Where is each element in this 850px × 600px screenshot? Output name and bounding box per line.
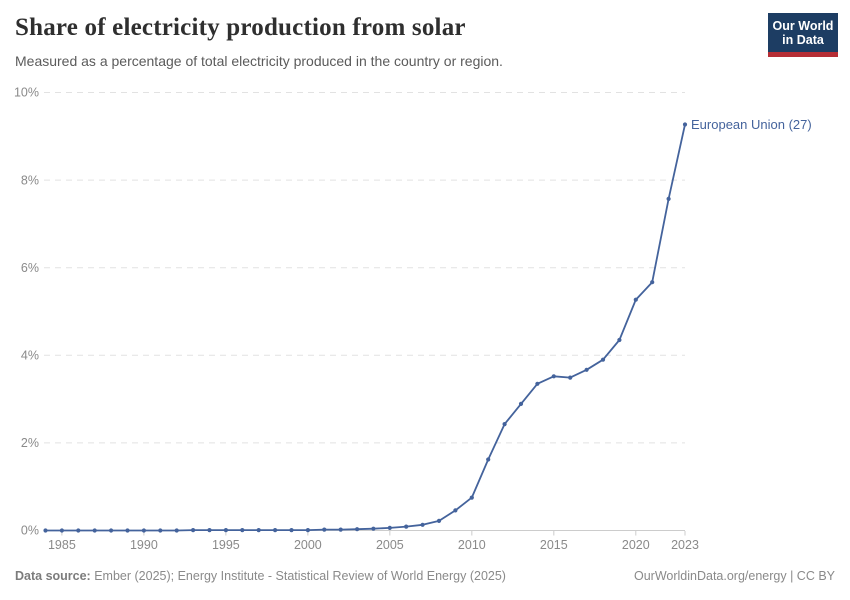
data-source-text: Ember (2025); Energy Institute - Statist… bbox=[90, 569, 506, 583]
owid-url-link[interactable]: OurWorldinData.org/energy | CC BY bbox=[633, 569, 835, 583]
data-point[interactable] bbox=[666, 196, 671, 201]
series-path[interactable] bbox=[44, 123, 686, 532]
data-point[interactable] bbox=[256, 528, 261, 533]
data-point[interactable] bbox=[338, 527, 343, 532]
x-axis-tick-label: 1985 bbox=[48, 538, 76, 552]
data-point[interactable] bbox=[404, 524, 409, 529]
y-axis-tick-label: 2% bbox=[21, 436, 39, 450]
data-point[interactable] bbox=[568, 375, 573, 380]
y-axis: 0% 2% 4% 6% 8% 10% bbox=[14, 86, 685, 538]
x-axis-tick-label: 2005 bbox=[376, 538, 404, 552]
series-end-label[interactable]: European Union (27) bbox=[691, 117, 812, 132]
data-point[interactable] bbox=[322, 527, 327, 532]
data-point[interactable] bbox=[289, 528, 294, 533]
data-point[interactable] bbox=[59, 528, 64, 533]
data-point[interactable] bbox=[600, 357, 606, 362]
data-point[interactable] bbox=[436, 518, 442, 524]
data-source-note: Data source: Ember (2025); Energy Instit… bbox=[15, 569, 506, 583]
data-point[interactable] bbox=[387, 525, 392, 531]
data-point[interactable] bbox=[420, 522, 425, 527]
data-point[interactable] bbox=[518, 401, 524, 406]
series-line-european-union-27[interactable] bbox=[43, 122, 688, 533]
x-axis-tick-label: 2000 bbox=[294, 538, 322, 552]
data-point[interactable] bbox=[174, 528, 179, 533]
data-point[interactable] bbox=[584, 367, 589, 372]
data-point[interactable] bbox=[633, 297, 638, 302]
data-point[interactable] bbox=[650, 280, 655, 285]
data-point[interactable] bbox=[535, 381, 540, 386]
data-point[interactable] bbox=[682, 122, 688, 127]
page-title: Share of electricity production from sol… bbox=[15, 14, 466, 41]
data-point[interactable] bbox=[223, 528, 228, 533]
owid-logo-text: Our World in Data bbox=[768, 13, 838, 52]
x-axis-tick-label: 2010 bbox=[458, 538, 486, 552]
data-point[interactable] bbox=[469, 495, 474, 500]
data-point[interactable] bbox=[551, 374, 556, 379]
chart-subtitle: Measured as a percentage of total electr… bbox=[15, 53, 503, 69]
data-point[interactable] bbox=[371, 526, 376, 531]
data-point[interactable] bbox=[158, 528, 163, 533]
data-point[interactable] bbox=[43, 528, 48, 533]
data-point[interactable] bbox=[502, 422, 507, 427]
x-axis-tick-label: 1995 bbox=[212, 538, 240, 552]
chart-footer: Data source: Ember (2025); Energy Instit… bbox=[15, 569, 835, 583]
data-point[interactable] bbox=[191, 528, 196, 533]
data-point[interactable] bbox=[486, 457, 491, 462]
data-point[interactable] bbox=[92, 528, 97, 533]
x-axis-tick-label: 2015 bbox=[540, 538, 568, 552]
data-point[interactable] bbox=[207, 528, 212, 533]
y-axis-tick-label: 6% bbox=[21, 261, 39, 275]
data-source-label: Data source: bbox=[15, 569, 91, 583]
y-axis-tick-label: 10% bbox=[14, 86, 39, 100]
data-point[interactable] bbox=[453, 508, 458, 513]
x-axis-tick-label: 2020 bbox=[622, 538, 650, 552]
data-point[interactable] bbox=[617, 337, 622, 343]
x-axis-tick-label: 1990 bbox=[130, 538, 158, 552]
data-point[interactable] bbox=[76, 528, 81, 533]
y-axis-tick-label: 8% bbox=[21, 173, 39, 187]
data-point[interactable] bbox=[109, 528, 114, 533]
x-axis-tick-label: 2023 bbox=[671, 538, 699, 552]
data-point[interactable] bbox=[240, 528, 245, 533]
y-axis-tick-label: 0% bbox=[21, 524, 39, 538]
y-axis-tick-label: 4% bbox=[21, 349, 39, 363]
x-axis: 1985 1990 1995 2000 2005 2010 2015 2020 2023 bbox=[48, 531, 699, 552]
data-point[interactable] bbox=[125, 528, 130, 533]
data-point[interactable] bbox=[355, 527, 360, 532]
owid-logo-redbar bbox=[768, 52, 838, 57]
owid-logo[interactable]: Our World in Data bbox=[768, 13, 838, 57]
data-point[interactable] bbox=[305, 528, 310, 533]
data-point[interactable] bbox=[273, 528, 278, 533]
data-point[interactable] bbox=[141, 528, 146, 533]
